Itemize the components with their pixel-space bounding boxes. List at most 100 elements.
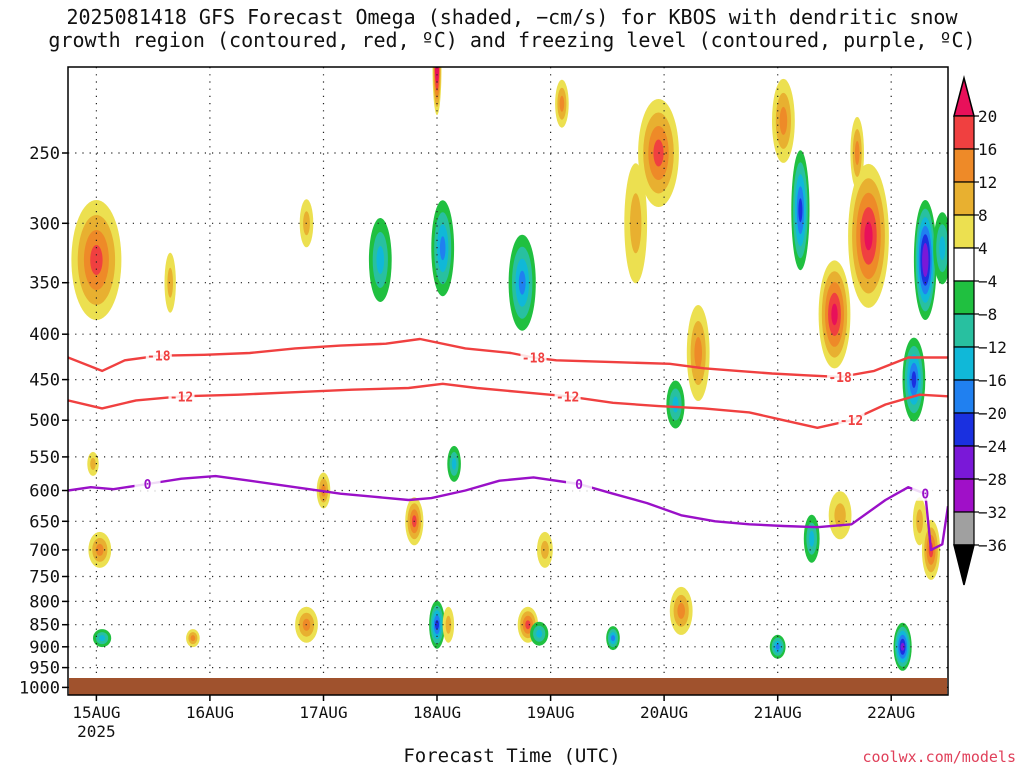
omega-shade-cell [809, 530, 815, 547]
colorbar-box [953, 214, 975, 249]
omega-shade-cell [99, 635, 106, 642]
x-year-label: 2025 [77, 722, 116, 741]
contour-label: -12 [170, 390, 193, 405]
y-tick-label: 300 [29, 214, 60, 234]
colorbar-bottom-arrow [953, 544, 975, 586]
omega-shade-cell [694, 337, 702, 369]
omega-shade-cell [922, 242, 929, 278]
colorbar-box [953, 148, 975, 183]
y-tick-label: 650 [29, 512, 60, 532]
colorbar-box [953, 412, 975, 447]
x-tick-label: 19AUG [527, 703, 575, 722]
omega-shade-cell [611, 635, 615, 642]
x-axis: 15AUG 16AUG 17AUG 18AUG 19AUG 20AUG 21AUG 22AUG… [72, 695, 915, 741]
chart-title-line-2: growth region (contoured, red, ºC) and f… [48, 28, 976, 52]
colorbar-label: −12 [978, 338, 1007, 357]
omega-shade-cell [540, 540, 549, 559]
omega-shade-cell [435, 619, 439, 630]
chart-title-line-1: 2025081418 GFS Forecast Omega (shaded, −… [66, 5, 958, 29]
colorbar-label: −8 [978, 305, 997, 324]
contour-label: -12 [840, 414, 863, 429]
colorbar-label: −36 [978, 536, 1007, 555]
omega-shade-cell [888, 14, 894, 38]
omega-shade-cell [916, 509, 923, 534]
y-tick-label: 950 [29, 659, 60, 679]
colorbar-box [953, 445, 975, 480]
colorbar-box [953, 313, 975, 348]
omega-shade-cell [167, 267, 173, 298]
contour-label-bg [566, 476, 592, 491]
contour-label-bg [168, 388, 195, 404]
contour-line--12 [68, 382, 948, 429]
omega-shade-cell [525, 620, 531, 630]
colorbar-label: −20 [978, 404, 1007, 423]
contour-label: -12 [556, 390, 579, 405]
contour-line-0 [68, 474, 948, 552]
omega-shade-cell [911, 371, 917, 388]
colorbar-label: 16 [978, 140, 997, 159]
contour-label: -18 [522, 352, 546, 367]
contour-label-bg [827, 369, 854, 384]
omega-shade-cell [798, 198, 803, 223]
contour-label-bg [145, 347, 172, 363]
omega-shading [71, 0, 948, 671]
ground-band [69, 678, 947, 695]
colorbar-top-arrow [953, 75, 975, 117]
omega-shade-cell [96, 543, 104, 556]
y-tick-label: 750 [29, 568, 60, 588]
colorbar-legend: 20 16 12 8 4 −4 −8 −12 −16 −20 −24 −28 −32 −36 [953, 75, 1007, 586]
y-tick-label: 400 [29, 325, 60, 345]
y-tick-label: 550 [29, 448, 60, 468]
contour-line--18 [68, 337, 948, 379]
x-tick-label: 20AUG [640, 703, 688, 722]
x-tick-label: 15AUG [72, 703, 120, 722]
contour-label-bg [520, 349, 547, 365]
colorbar-box [953, 247, 975, 282]
omega-shade-cell [882, 0, 900, 62]
contour-label-bg [134, 476, 161, 491]
y-tick-label: 700 [29, 541, 60, 561]
contour-label: 0 [921, 488, 929, 503]
colorbar-label: 8 [978, 206, 988, 225]
colorbar-box [953, 115, 975, 150]
contour-label: 0 [144, 478, 152, 493]
y-tick-label: 250 [29, 144, 60, 164]
omega-shade-cell [939, 236, 946, 261]
omega-shade-cell [885, 2, 897, 50]
omega-shade-cell [559, 95, 565, 112]
colorbar-box [953, 280, 975, 315]
gridlines [68, 67, 948, 695]
colorbar-box [953, 511, 975, 546]
omega-shade-cell [90, 457, 96, 470]
colorbar-box [953, 478, 975, 513]
colorbar-label: 20 [978, 107, 997, 126]
omega-shade-cell [779, 106, 788, 135]
y-tick-label: 350 [29, 274, 60, 294]
omega-shade-cell [536, 629, 543, 638]
x-tick-label: 22AUG [867, 703, 915, 722]
contour-label: -18 [828, 371, 852, 386]
plot-frame [67, 66, 949, 696]
omega-shade-cell [677, 602, 685, 619]
x-tick-label: 16AUG [186, 703, 234, 722]
colorbar-box [953, 379, 975, 414]
omega-shade-cell [90, 245, 103, 275]
y-tick-label: 450 [29, 371, 60, 391]
colorbar-label: 4 [978, 239, 988, 258]
omega-shade-cell [439, 236, 446, 261]
contour-lines: -18 -18 -18 -12 -12 -12 0 0 0 [68, 337, 948, 552]
omega-shade-cell [831, 303, 838, 326]
contour-label-bg [838, 412, 865, 428]
y-tick-label: 850 [29, 616, 60, 636]
y-tick-label: 800 [29, 592, 60, 612]
colorbar-label: 12 [978, 173, 997, 192]
omega-shade-cell [834, 503, 846, 528]
omega-shade-cell [775, 643, 780, 650]
y-tick-label: 1000 [19, 678, 60, 698]
y-axis: 2503003504004505005506006507007508008509… [19, 144, 68, 698]
contour-label-bg [554, 388, 581, 404]
site-credit[interactable]: coolwx.com/models [862, 748, 1016, 766]
omega-shade-cell [672, 396, 679, 413]
contour-label: 0 [575, 478, 583, 493]
